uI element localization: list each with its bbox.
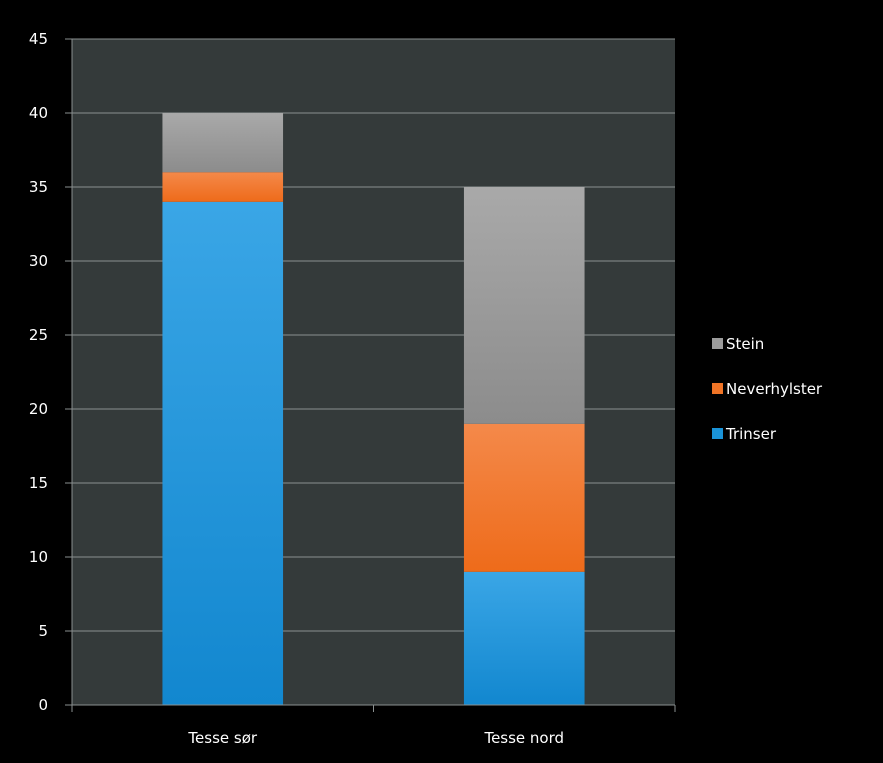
- legend-label: Trinser: [725, 425, 777, 443]
- y-tick-label: 25: [29, 326, 48, 344]
- y-tick-label: 35: [29, 178, 48, 196]
- x-category-label: Tesse sør: [187, 729, 257, 747]
- y-tick-label: 5: [38, 622, 48, 640]
- legend-swatch: [712, 338, 723, 349]
- bar-segment-trinser-1: [162, 201, 284, 706]
- bars: [162, 113, 585, 706]
- bar-segment-stein-1: [162, 113, 284, 173]
- y-tick-label: 15: [29, 474, 48, 492]
- y-tick-label: 20: [29, 400, 48, 418]
- legend-label: Neverhylster: [726, 380, 823, 398]
- y-tick-label: 10: [29, 548, 48, 566]
- bar-segment-neverhylster-1: [162, 172, 284, 202]
- legend-swatch: [712, 428, 723, 439]
- bar-segment-neverhylster-2: [463, 423, 585, 572]
- bar-segment-trinser-2: [463, 571, 585, 705]
- y-tick-label: 40: [29, 104, 48, 122]
- y-tick-label: 0: [38, 696, 48, 714]
- y-tick-label: 45: [29, 30, 48, 48]
- legend: Stein Neverhylster Trinser: [712, 335, 823, 443]
- bar-segment-stein-2: [463, 187, 585, 424]
- axes: 0 5 10 15 20 25 30 35 40 45 Tesse sør Tesse nord: [29, 30, 676, 747]
- x-category-label: Tesse nord: [483, 729, 564, 747]
- y-tick-label: 30: [29, 252, 48, 270]
- legend-label: Stein: [726, 335, 764, 353]
- legend-swatch: [712, 383, 723, 394]
